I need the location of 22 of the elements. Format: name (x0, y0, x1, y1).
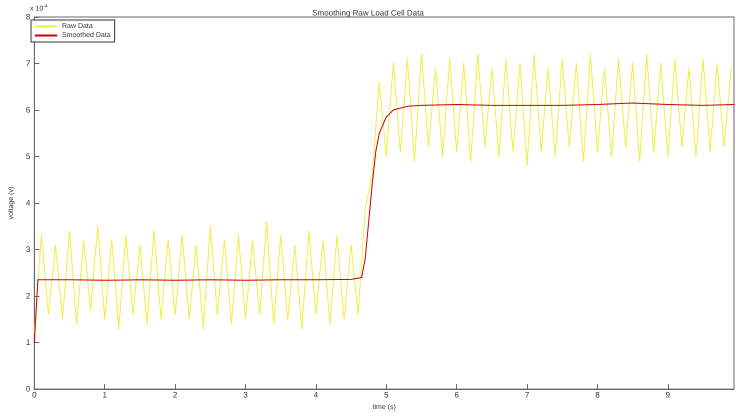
x-tick-label: 5 (384, 390, 390, 400)
y-tick-label: 7 (26, 59, 31, 68)
x-tick-label: 6 (454, 390, 460, 400)
line-series (34, 54, 732, 334)
line-series (34, 102, 734, 344)
y-tick-label: 3 (26, 245, 31, 254)
y-tick-label: 8 (26, 12, 31, 22)
x-tick-label: 1 (102, 390, 108, 400)
x-tick-label: 8 (595, 390, 600, 400)
x-tick-label: 7 (524, 390, 530, 400)
x-tick-label: 4 (314, 390, 319, 400)
y-tick-label: 1 (26, 338, 31, 348)
x-tick-label: 9 (666, 390, 671, 400)
y-tick-label: 5 (26, 152, 31, 162)
x-tick-label: 3 (243, 390, 248, 400)
y-tick-label: 6 (26, 106, 31, 115)
chart-title: Smoothing Raw Load Cell Data (312, 8, 424, 18)
y-tick-label: 4 (26, 198, 31, 208)
x-tick-label: 2 (172, 390, 178, 400)
x-tick-label: 0 (32, 390, 38, 400)
y-tick-label: 0 (26, 384, 31, 394)
y-tick-label: 2 (26, 292, 31, 301)
